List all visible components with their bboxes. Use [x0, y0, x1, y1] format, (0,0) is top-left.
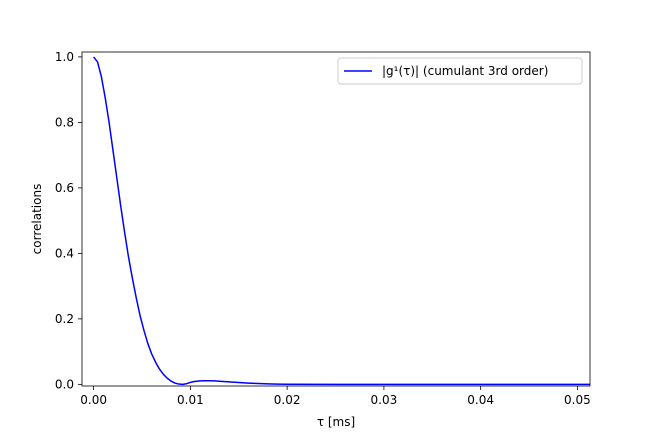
x-tick-label: 0.04	[467, 393, 494, 407]
x-tick-label: 0.00	[80, 393, 107, 407]
legend-box	[337, 57, 583, 85]
x-tick-label: 0.01	[177, 393, 204, 407]
y-tick-label: 0.6	[55, 181, 74, 195]
x-tick-label: 0.05	[564, 393, 591, 407]
x-tick-label: 0.02	[274, 393, 301, 407]
x-tick-label: 0.03	[371, 393, 398, 407]
plot-area: 0.00 0.01 0.02 0.03 0.04 0.05 0.0 0.2 0.4 0.6 0.8…	[55, 50, 591, 407]
y-tick-label: 0.0	[55, 377, 74, 391]
y-axis-ticks: 0.0 0.2 0.4 0.6 0.8 1.0	[55, 50, 82, 391]
legend: |g¹(τ)| (cumulant 3rd order)	[337, 57, 583, 85]
legend-entry-label: |g¹(τ)| (cumulant 3rd order)	[382, 64, 548, 78]
x-axis-ticks: 0.00 0.01 0.02 0.03 0.04 0.05	[80, 386, 591, 407]
y-tick-label: 0.2	[55, 312, 74, 326]
y-axis-label: correlations	[30, 184, 44, 255]
axes-frame	[81, 51, 591, 387]
series-line-0	[93, 56, 590, 386]
y-tick-label: 0.8	[55, 115, 74, 129]
x-axis-label: τ [ms]	[317, 415, 355, 429]
y-tick-label: 1.0	[55, 50, 74, 64]
series-layer	[93, 56, 590, 386]
y-tick-label: 0.4	[55, 246, 74, 260]
